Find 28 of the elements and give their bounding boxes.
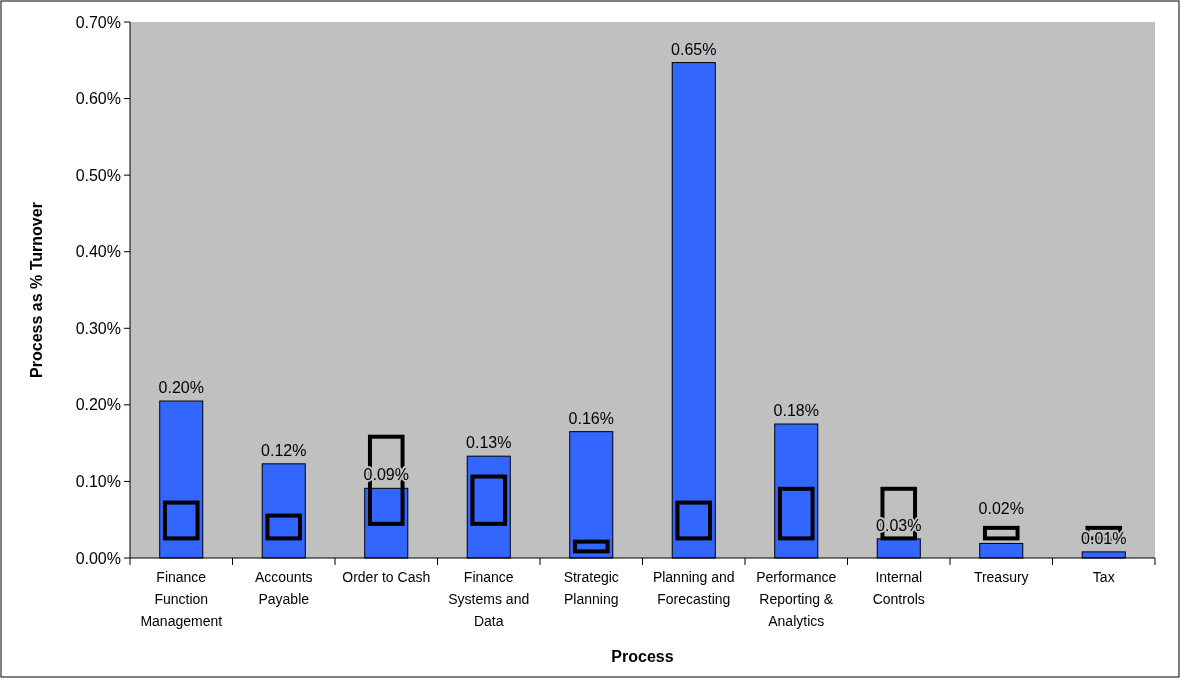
y-tick-label: 0.40%: [75, 243, 121, 261]
y-tick-label: 0.30%: [75, 319, 121, 337]
x-tick-label: Planning and Forecasting: [652, 569, 735, 607]
x-tick-label: Finance Systems and Data: [448, 569, 530, 629]
x-tick-label: Treasury: [973, 569, 1029, 585]
data-label: 0.13%: [466, 434, 512, 452]
data-label: 0.18%: [773, 402, 819, 419]
x-axis-title: Process: [611, 648, 674, 665]
y-tick-label: 0.00%: [75, 549, 121, 567]
y-tick-label: 0.50%: [75, 166, 121, 184]
y-axis-title: Process as % Turnover: [28, 202, 45, 378]
data-label: 0.16%: [568, 409, 614, 427]
x-tick-label: Finance Function Management: [140, 569, 223, 629]
y-tick-label: 0.10%: [75, 473, 121, 491]
y-tick-label: 0.70%: [75, 13, 121, 31]
x-tick-label: Performance Reporting & Analytics: [756, 569, 837, 629]
data-label: 0.20%: [158, 379, 204, 397]
y-tick-label: 0.20%: [75, 396, 121, 414]
data-label: 0.65%: [671, 40, 717, 58]
x-tick-label: Strategic Planning: [563, 569, 619, 607]
data-label: 0.12%: [261, 441, 307, 459]
y-tick-label: 0.60%: [75, 90, 121, 108]
x-tick-label: Internal Controls: [872, 569, 925, 607]
x-tick-label: Accounts Payable: [254, 569, 313, 607]
data-label: 0.02%: [978, 499, 1024, 517]
x-tick-label: Order to Cash: [342, 569, 431, 585]
x-tick-label: Tax: [1092, 569, 1115, 585]
data-label: 0.01%: [1081, 529, 1127, 547]
